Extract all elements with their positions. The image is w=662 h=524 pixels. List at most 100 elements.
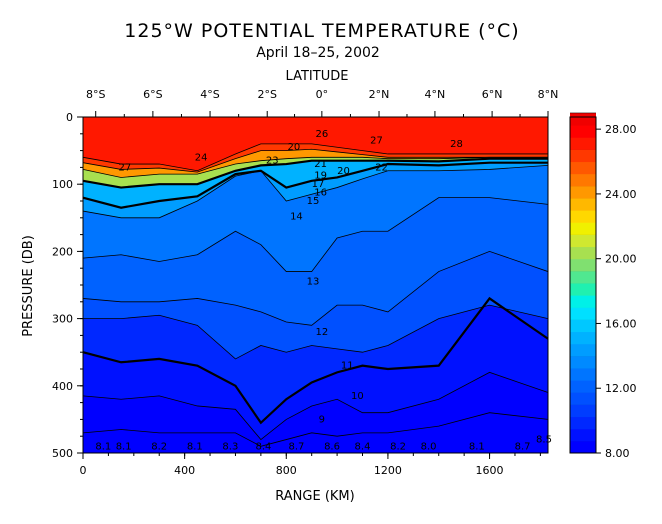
contour-label: 27 [370, 136, 383, 147]
colorbar-swatch [570, 440, 596, 454]
colorbar-swatch [570, 161, 596, 175]
y-tick-label: 500 [52, 447, 73, 460]
isotherm-13 [82, 197, 549, 272]
contour-label: 11 [341, 361, 354, 372]
isotherm-20 [82, 157, 548, 189]
chart-subtitle: April 18–25, 2002 [256, 45, 380, 61]
colorbar-swatch [570, 185, 596, 199]
y-tick-label: 400 [52, 380, 73, 393]
colorbar-swatch [570, 380, 596, 393]
isotherm-24 [82, 156, 548, 178]
contour-label: 17 [312, 179, 325, 190]
lat-tick-label: 6°N [482, 88, 503, 101]
axes: 0 400 800 1200 1600 0 100 200 300 400 500 8°S 6°S 4°S… [52, 88, 558, 477]
lat-tick-label: 0° [316, 88, 329, 101]
y-tick-label: 0 [66, 111, 73, 124]
contour-label: 8.0 [421, 441, 437, 452]
contour-label: 8.1 [116, 441, 132, 452]
contour-label: 9 [319, 414, 325, 425]
colorbar-swatch [570, 295, 596, 308]
contour-label: 15 [307, 196, 320, 207]
contour-label: 8.4 [255, 441, 271, 452]
contour-label: 8.1 [469, 441, 485, 452]
contour-label: 8.3 [222, 441, 238, 452]
isotherm-14 [82, 164, 549, 219]
colorbar-swatch [570, 246, 596, 260]
colorbar-swatch [570, 355, 596, 369]
contour-label: 8.2 [390, 441, 406, 452]
x-tick-label: 0 [80, 464, 87, 477]
colorbar-tick-label: 16.00 [605, 317, 637, 330]
colorbar-swatch [570, 234, 596, 248]
isotherm-lines [82, 143, 549, 447]
isotherm-15 [82, 161, 548, 209]
x-tick-label: 400 [174, 464, 195, 477]
contour-label: 14 [290, 211, 303, 222]
isotherm-11 [83, 304, 549, 360]
colorbar-swatch [570, 404, 596, 418]
colorbar-tick-label: 28.00 [605, 123, 637, 136]
colorbar-tick-label: 8.00 [605, 447, 630, 460]
contour-label: 8.6 [324, 441, 340, 452]
lat-tick-label: 4°S [200, 88, 219, 101]
isotherm-10 [82, 296, 549, 425]
colorbar-tick-label: 12.00 [605, 382, 637, 395]
x-tick-label: 800 [276, 464, 297, 477]
colorbar-swatch [570, 125, 596, 138]
contour-label: 8.1 [187, 441, 203, 452]
contour-label: 22 [375, 162, 388, 173]
y-tick-label: 200 [52, 245, 73, 258]
colorbar-swatch [570, 270, 596, 284]
colorbar-tick-label: 24.00 [605, 188, 637, 201]
colorbar-swatch [570, 343, 596, 357]
contour-label: 8.5 [536, 435, 552, 446]
temperature-color-field [83, 117, 548, 453]
colorbar-swatch [570, 149, 596, 163]
colorbar-swatch [570, 416, 596, 430]
top-axis-label: LATITUDE [286, 69, 349, 84]
colorbar: 8.00 12.00 16.00 20.00 24.00 28.00 [569, 112, 637, 460]
contour-label: 20 [337, 166, 350, 177]
colorbar-swatch [570, 137, 596, 150]
colorbar-swatch [570, 112, 596, 126]
colorbar-swatch [570, 258, 596, 272]
contour-label: 8.2 [151, 441, 167, 452]
colorbar-swatch [570, 197, 596, 211]
contour-label: 8.7 [515, 441, 531, 452]
lat-tick-label: 2°N [369, 88, 390, 101]
isotherm-26 [82, 148, 548, 173]
y-tick-label: 100 [52, 178, 73, 191]
contour-label: 23 [266, 156, 279, 167]
colorbar-swatch [570, 428, 596, 442]
lat-tick-label: 4°N [425, 88, 446, 101]
colorbar-swatch [570, 210, 596, 223]
contour-label: 8.7 [288, 441, 304, 452]
colorbar-swatch [570, 392, 596, 405]
colorbar-swatch [570, 331, 596, 345]
isotherm-8 [82, 412, 549, 447]
contour-label: 24 [195, 152, 208, 163]
colorbar-tick-label: 20.00 [605, 253, 637, 266]
x-tick-label: 1600 [476, 464, 504, 477]
colorbar-swatch [570, 319, 596, 333]
contour-label: 26 [315, 129, 328, 140]
lat-tick-label: 8°S [86, 88, 105, 101]
colorbar-swatch [570, 367, 596, 381]
colorbar-swatch [570, 173, 596, 187]
lat-tick-label: 2°S [257, 88, 276, 101]
contour-label: 28 [450, 139, 463, 150]
contour-label: 10 [351, 391, 364, 402]
colorbar-frame [569, 116, 597, 454]
colorbar-swatch [570, 222, 596, 235]
contour-label: 8.4 [355, 441, 371, 452]
colorbar-swatch [570, 282, 596, 296]
chart-title: 125°W POTENTIAL TEMPERATURE (°C) [124, 20, 519, 42]
isotherm-12 [82, 250, 549, 326]
x-tick-label: 1200 [374, 464, 402, 477]
isotherm-9 [82, 371, 549, 441]
contour-label: 21 [314, 159, 327, 170]
lat-tick-label: 8°N [538, 88, 559, 101]
contour-label: 20 [288, 142, 301, 153]
